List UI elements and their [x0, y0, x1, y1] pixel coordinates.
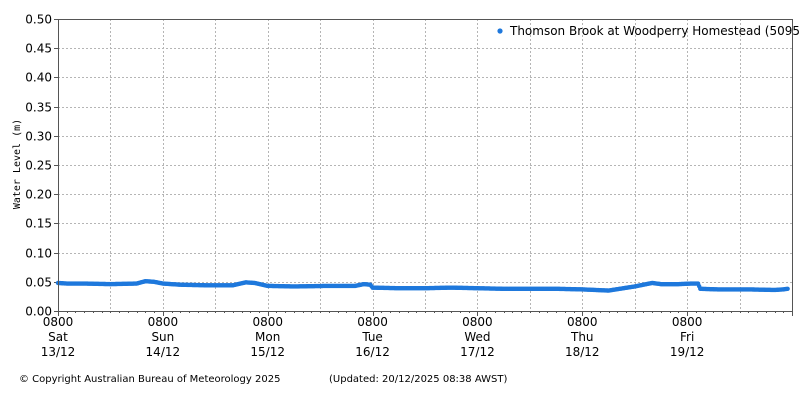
y-tick-label: 0.40	[25, 71, 52, 85]
x-tick-date: 13/12	[41, 345, 76, 359]
water-level-chart: 0.00 0.05 0.10 0.15 0.20 0.25 0.30 0.35 0.40 0.45…	[12, 13, 800, 360]
x-tick-time: 0800	[357, 315, 388, 329]
x-tick-time: 0800	[252, 315, 283, 329]
x-tick-date: 18/12	[565, 345, 600, 359]
x-tick-date: 19/12	[670, 345, 705, 359]
y-tick-label: 0.20	[25, 188, 52, 202]
y-tick-label: 0.50	[25, 13, 52, 27]
copyright-text: © Copyright Australian Bureau of Meteoro…	[19, 374, 281, 385]
x-tick-day: Sun	[151, 330, 174, 344]
x-tick-day: Thu	[570, 330, 594, 344]
x-tick-time: 0800	[43, 315, 74, 329]
plot-frame	[58, 19, 793, 312]
updated-timestamp: (Updated: 20/12/2025 08:38 AWST)	[329, 374, 508, 385]
x-tick-day: Sat	[48, 330, 68, 344]
x-tick-time: 0800	[462, 315, 493, 329]
y-tick-label: 0.25	[25, 159, 52, 173]
y-tick-label: 0.00	[25, 305, 52, 319]
x-tick-time: 0800	[672, 315, 703, 329]
y-tick-label: 0.05	[25, 276, 52, 290]
x-axis-ticks: 0800Sat13/120800Sun14/120800Mon15/120800…	[41, 311, 793, 359]
x-tick-time: 0800	[567, 315, 598, 329]
x-tick-time: 0800	[148, 315, 179, 329]
x-tick-day: Wed	[464, 330, 490, 344]
legend-marker	[497, 28, 503, 34]
x-tick-day: Mon	[255, 330, 280, 344]
grid-lines	[58, 19, 792, 311]
legend: Thomson Brook at Woodperry Homestead (50…	[497, 24, 800, 38]
data-point	[785, 286, 790, 292]
y-axis-ticks: 0.00 0.05 0.10 0.15 0.20 0.25 0.30 0.35 0.40 0.45…	[25, 13, 58, 319]
x-tick-day: Fri	[680, 330, 694, 344]
legend-entry: Thomson Brook at Woodperry Homestead (50…	[509, 24, 800, 38]
y-tick-label: 0.15	[25, 217, 52, 231]
series-points	[55, 279, 790, 293]
x-tick-date: 17/12	[460, 345, 495, 359]
x-tick-day: Tue	[361, 330, 383, 344]
y-tick-label: 0.30	[25, 130, 52, 144]
y-axis-label: Water Level (m)	[12, 119, 23, 209]
x-tick-date: 15/12	[250, 345, 285, 359]
y-tick-label: 0.35	[25, 101, 52, 115]
y-tick-label: 0.45	[25, 42, 52, 56]
x-tick-date: 16/12	[355, 345, 390, 359]
y-tick-label: 0.10	[25, 247, 52, 261]
x-tick-date: 14/12	[146, 345, 181, 359]
